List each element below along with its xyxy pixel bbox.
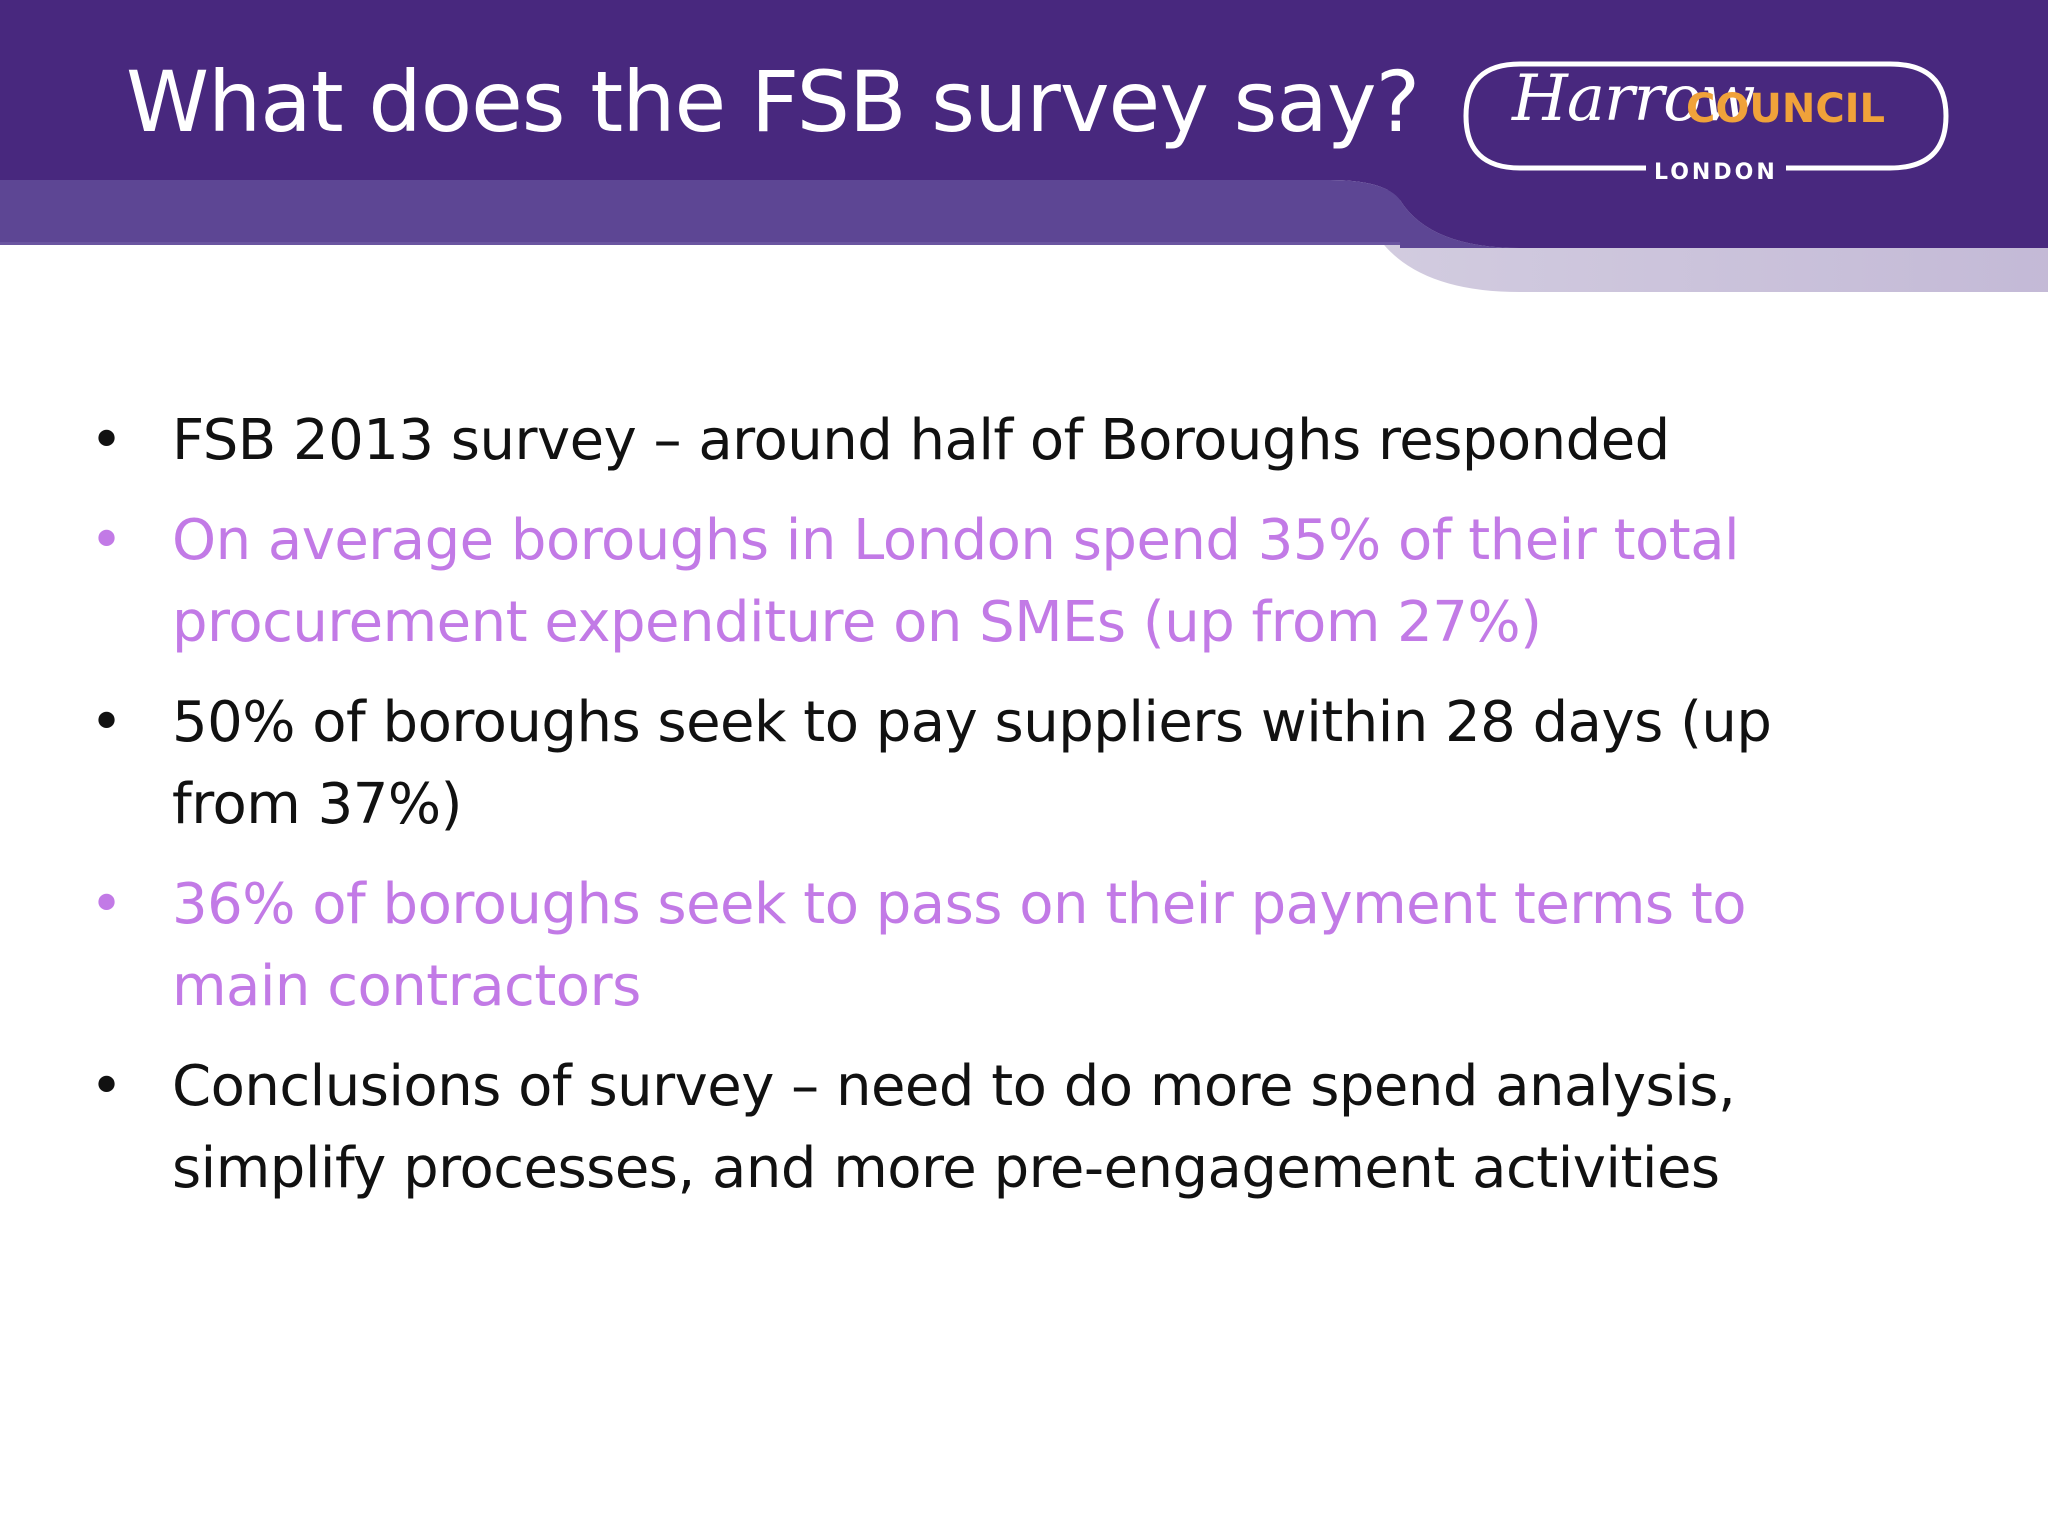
bullet-list: • FSB 2013 survey – around half of Borou…: [90, 400, 1810, 1228]
bullet-item-survey-response: • FSB 2013 survey – around half of Borou…: [90, 400, 1810, 482]
bullet-text: 50% of boroughs seek to pay suppliers wi…: [172, 690, 1772, 837]
bullet-dot: •: [90, 690, 123, 755]
logo-harrow-script: Harrow: [1512, 62, 1755, 136]
bullet-dot: •: [90, 508, 123, 573]
bullet-text: On average boroughs in London spend 35% …: [172, 508, 1740, 655]
bullet-text: FSB 2013 survey – around half of Borough…: [172, 408, 1670, 473]
harrow-council-logo: Harrow COUNCIL LONDON: [1460, 56, 1952, 204]
bullet-dot: •: [90, 1054, 123, 1119]
bullet-item-payment-days: • 50% of boroughs seek to pay suppliers …: [90, 682, 1810, 846]
logo-london-label: LONDON: [1646, 160, 1786, 185]
bullet-text: Conclusions of survey – need to do more …: [172, 1054, 1736, 1201]
logo-outline: [1463, 61, 1949, 171]
bullet-item-sme-spend: • On average boroughs in London spend 35…: [90, 500, 1810, 664]
bullet-dot: •: [90, 408, 123, 473]
bullet-text: 36% of boroughs seek to pass on their pa…: [172, 872, 1747, 1019]
slide-title: What does the FSB survey say?: [126, 53, 1420, 151]
bullet-item-payment-terms: • 36% of boroughs seek to pass on their …: [90, 864, 1810, 1028]
logo-council-wordmark: COUNCIL: [1686, 86, 1886, 132]
bullet-item-conclusions: • Conclusions of survey – need to do mor…: [90, 1046, 1810, 1210]
bullet-dot: •: [90, 872, 123, 937]
